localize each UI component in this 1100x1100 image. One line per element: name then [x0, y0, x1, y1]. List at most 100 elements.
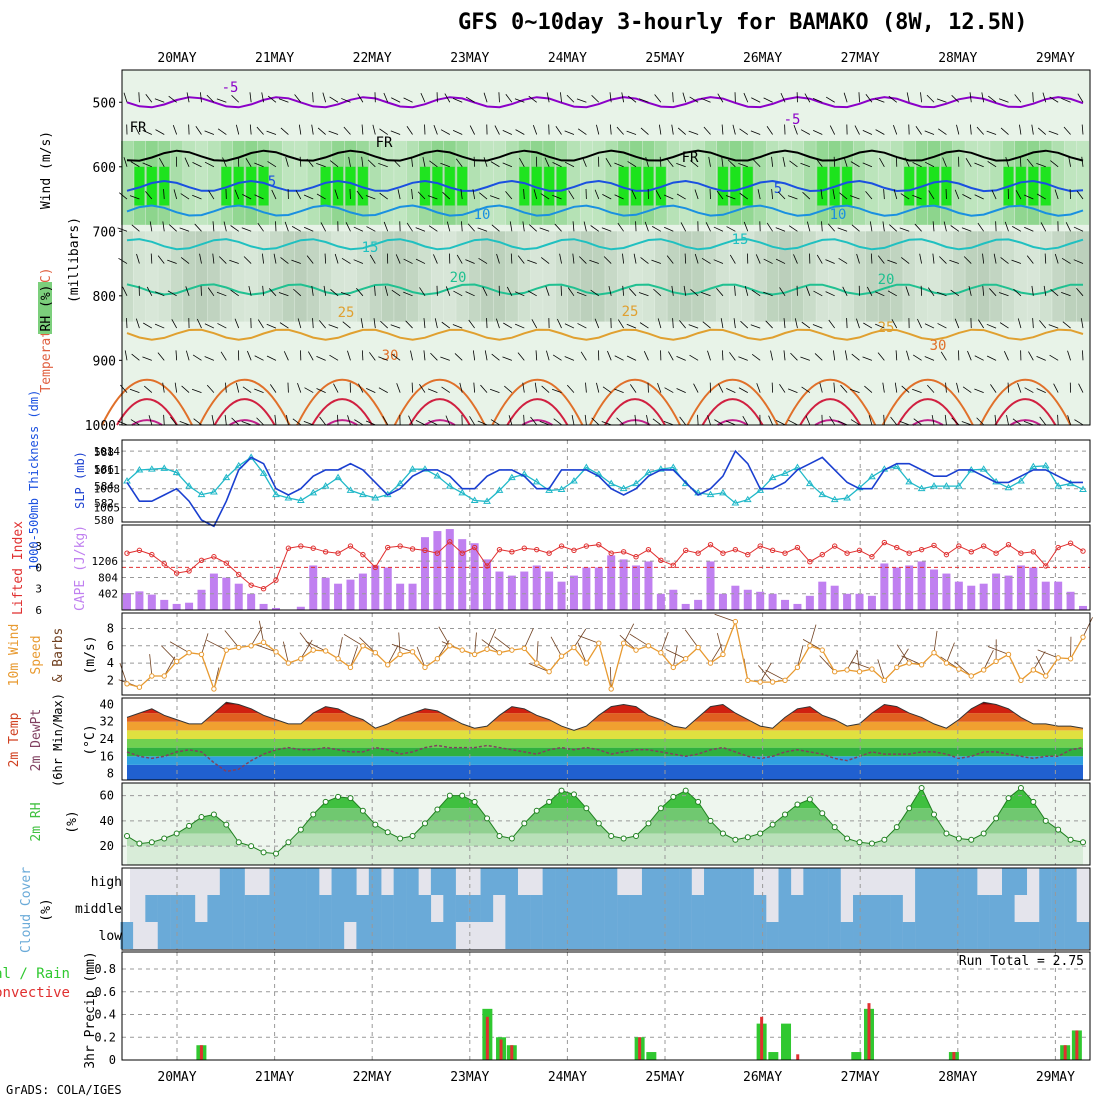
cape-bar	[1041, 581, 1050, 610]
cape-bar	[259, 603, 268, 610]
wind-marker	[236, 644, 242, 651]
li-marker	[956, 543, 962, 549]
wind-barb	[605, 158, 612, 167]
cape-axis-label: CAPE (J/kg)	[73, 525, 88, 611]
thickness-marker	[247, 453, 256, 460]
wind-barb	[963, 256, 972, 264]
wind-barb	[452, 97, 463, 103]
wind-barb	[155, 129, 165, 135]
wind-barb	[323, 285, 327, 296]
cloud-cell	[803, 922, 816, 949]
wind-barb	[932, 221, 935, 232]
precip-conv-bar	[199, 1045, 203, 1060]
wind-barb	[406, 222, 413, 232]
rh-cell	[246, 166, 257, 206]
wind-barb	[274, 414, 277, 425]
rh-cell	[257, 231, 270, 322]
slp-tick: 1011	[94, 464, 121, 477]
wind-barb	[494, 125, 500, 135]
wind-barb	[373, 318, 376, 329]
wind-barb	[366, 226, 376, 232]
thickness-marker	[805, 479, 814, 487]
cloud-cell	[1064, 868, 1077, 895]
wind-barb	[280, 127, 289, 135]
cloud-cell	[257, 922, 270, 949]
li-marker	[335, 550, 341, 556]
cloud-cell	[1002, 895, 1015, 922]
wind-barb	[292, 418, 302, 426]
wind-marker	[534, 660, 540, 666]
cloud-cell	[319, 895, 332, 922]
wind-barb	[509, 221, 513, 232]
wind-barb	[703, 126, 711, 135]
thickness-marker	[545, 486, 554, 493]
wind-barb	[888, 95, 898, 103]
wind-marker	[1030, 667, 1037, 673]
rh-band	[127, 846, 1083, 865]
wind-barb	[999, 322, 1009, 329]
wind-marker	[149, 673, 155, 679]
wind-barb	[976, 417, 984, 426]
wind-marker	[273, 649, 279, 655]
bottom-date-label: 29MAY	[1036, 1070, 1075, 1085]
isotherm-label: -5	[222, 80, 239, 96]
rh-cell	[853, 140, 866, 225]
wind-barb	[1049, 354, 1059, 361]
wind-barb	[316, 388, 326, 393]
li-marker	[273, 577, 279, 583]
wind-barb	[750, 130, 761, 135]
wind-marker	[956, 666, 962, 672]
wind-marker	[285, 660, 292, 666]
li-marker	[980, 543, 987, 549]
temp-frame	[121, 697, 1091, 781]
temp-band	[127, 739, 1083, 748]
wind-barb	[981, 92, 985, 103]
wind-barb	[1005, 157, 1009, 167]
rh2m-marker	[955, 835, 962, 842]
bottom-date-label: 28MAY	[938, 1070, 977, 1085]
rh-cell	[940, 231, 953, 322]
wind-barb	[445, 415, 451, 426]
wind-barb	[415, 420, 426, 426]
wind-barb	[738, 356, 748, 361]
wind-barb	[173, 189, 178, 200]
wind-barb	[347, 415, 351, 425]
rh2m-marker	[335, 793, 342, 800]
wind-barb	[391, 289, 401, 297]
wind-barb	[751, 289, 761, 297]
wind-barb	[477, 420, 488, 426]
cape-bar	[458, 539, 467, 610]
rh-cell	[146, 166, 157, 206]
pressure-tick: 700	[93, 225, 116, 240]
rh-cell	[977, 140, 990, 225]
wind-barb	[345, 222, 351, 232]
rh-cell	[457, 166, 468, 206]
wind-barb	[129, 388, 140, 393]
wind-barb	[755, 254, 761, 264]
wind-barb	[490, 419, 500, 426]
thickness-marker	[396, 479, 405, 487]
wind-barb	[423, 350, 426, 361]
wind-barb	[222, 157, 227, 167]
cloud-frame	[121, 867, 1091, 951]
wind-barb	[962, 194, 972, 200]
rh-cell	[654, 231, 667, 322]
wind-tick: 2	[107, 673, 114, 687]
cape-bar	[545, 571, 554, 610]
precip-legend-total: Total / Rain	[0, 966, 70, 982]
thickness-tick: 586	[94, 463, 114, 476]
wind-barb	[927, 287, 935, 297]
wind-barb	[883, 414, 885, 425]
cloud-cell	[865, 922, 879, 949]
wind-barb	[1080, 318, 1084, 329]
cloud-cell	[654, 922, 667, 949]
wind-barb	[142, 162, 152, 168]
wind-barb	[505, 94, 513, 103]
cape-bar	[718, 593, 727, 610]
wind-marker	[732, 618, 739, 625]
wind-barb	[572, 253, 575, 264]
cape-bar	[147, 594, 156, 610]
rh2m-marker	[434, 806, 441, 813]
wind-marker	[422, 664, 428, 671]
wind-barb	[382, 415, 389, 426]
